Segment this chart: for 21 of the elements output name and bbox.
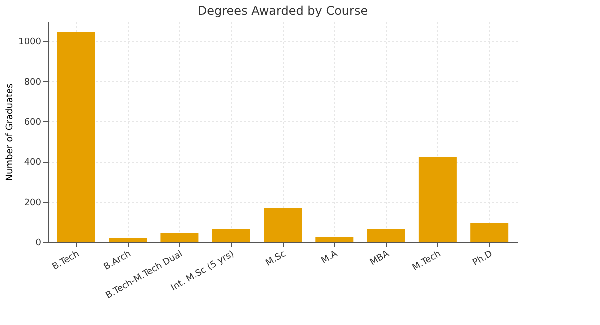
y-tick-label: 200 — [24, 198, 42, 208]
y-tick-label: 400 — [24, 158, 42, 168]
bar — [57, 32, 96, 242]
bar — [418, 157, 457, 242]
y-axis-title: Number of Graduates — [6, 83, 16, 182]
x-tick-label: MBA — [368, 249, 392, 268]
bar — [264, 208, 302, 242]
y-tick-label: 1000 — [18, 38, 42, 48]
bar — [316, 236, 354, 242]
x-tick-label: M.A — [320, 249, 340, 267]
y-tick-label: 800 — [24, 78, 42, 88]
bar — [470, 224, 509, 242]
bar — [367, 229, 406, 242]
bar — [109, 238, 148, 242]
y-tick-label: 600 — [24, 118, 42, 128]
y-tick-label: 0 — [36, 238, 42, 248]
bar — [212, 230, 250, 242]
chart-title: Degrees Awarded by Course — [198, 4, 368, 18]
bar — [160, 233, 199, 242]
x-tick-label: Ph.D — [471, 249, 495, 269]
x-tick-label: M.Sc — [264, 249, 288, 269]
